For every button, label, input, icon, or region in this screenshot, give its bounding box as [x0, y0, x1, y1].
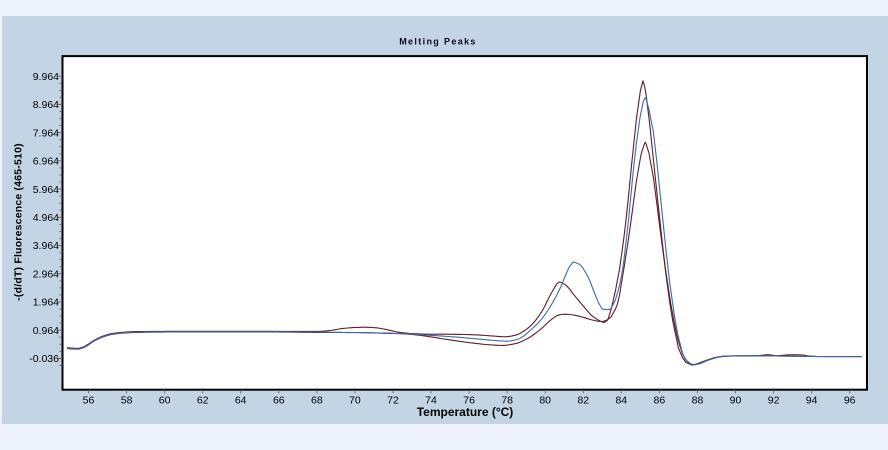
svg-text:72: 72 [387, 395, 399, 407]
svg-text:62: 62 [197, 395, 209, 407]
svg-text:9.964: 9.964 [33, 71, 59, 83]
svg-text:1.964: 1.964 [33, 297, 59, 309]
svg-text:96: 96 [844, 395, 856, 407]
svg-text:80: 80 [539, 395, 551, 407]
svg-text:70: 70 [349, 395, 361, 407]
svg-text:Melting Peaks: Melting Peaks [399, 37, 477, 47]
svg-text:6.964: 6.964 [33, 156, 59, 168]
svg-text:7.964: 7.964 [33, 127, 59, 139]
svg-text:82: 82 [577, 395, 589, 407]
svg-text:60: 60 [159, 395, 171, 407]
svg-text:66: 66 [273, 395, 285, 407]
svg-text:Temperature (°C): Temperature (°C) [417, 405, 514, 419]
svg-text:74: 74 [425, 395, 437, 407]
svg-text:92: 92 [768, 395, 780, 407]
svg-text:86: 86 [654, 395, 666, 407]
svg-text:0.964: 0.964 [33, 325, 59, 337]
svg-text:56: 56 [83, 395, 95, 407]
svg-text:76: 76 [463, 395, 475, 407]
svg-text:-(d/dT) Fluorescence (465-510): -(d/dT) Fluorescence (465-510) [14, 143, 25, 301]
svg-text:84: 84 [615, 395, 627, 407]
svg-text:3.964: 3.964 [33, 240, 59, 252]
svg-text:58: 58 [121, 395, 133, 407]
svg-text:68: 68 [311, 395, 323, 407]
svg-text:64: 64 [235, 395, 247, 407]
svg-text:78: 78 [501, 395, 513, 407]
svg-text:2.964: 2.964 [33, 268, 59, 280]
svg-text:90: 90 [730, 395, 742, 407]
svg-text:88: 88 [692, 395, 704, 407]
svg-text:94: 94 [806, 395, 818, 407]
svg-text:4.964: 4.964 [33, 212, 59, 224]
svg-text:5.964: 5.964 [33, 184, 59, 196]
svg-text:8.964: 8.964 [33, 99, 59, 111]
svg-text:-0.036: -0.036 [29, 353, 59, 365]
